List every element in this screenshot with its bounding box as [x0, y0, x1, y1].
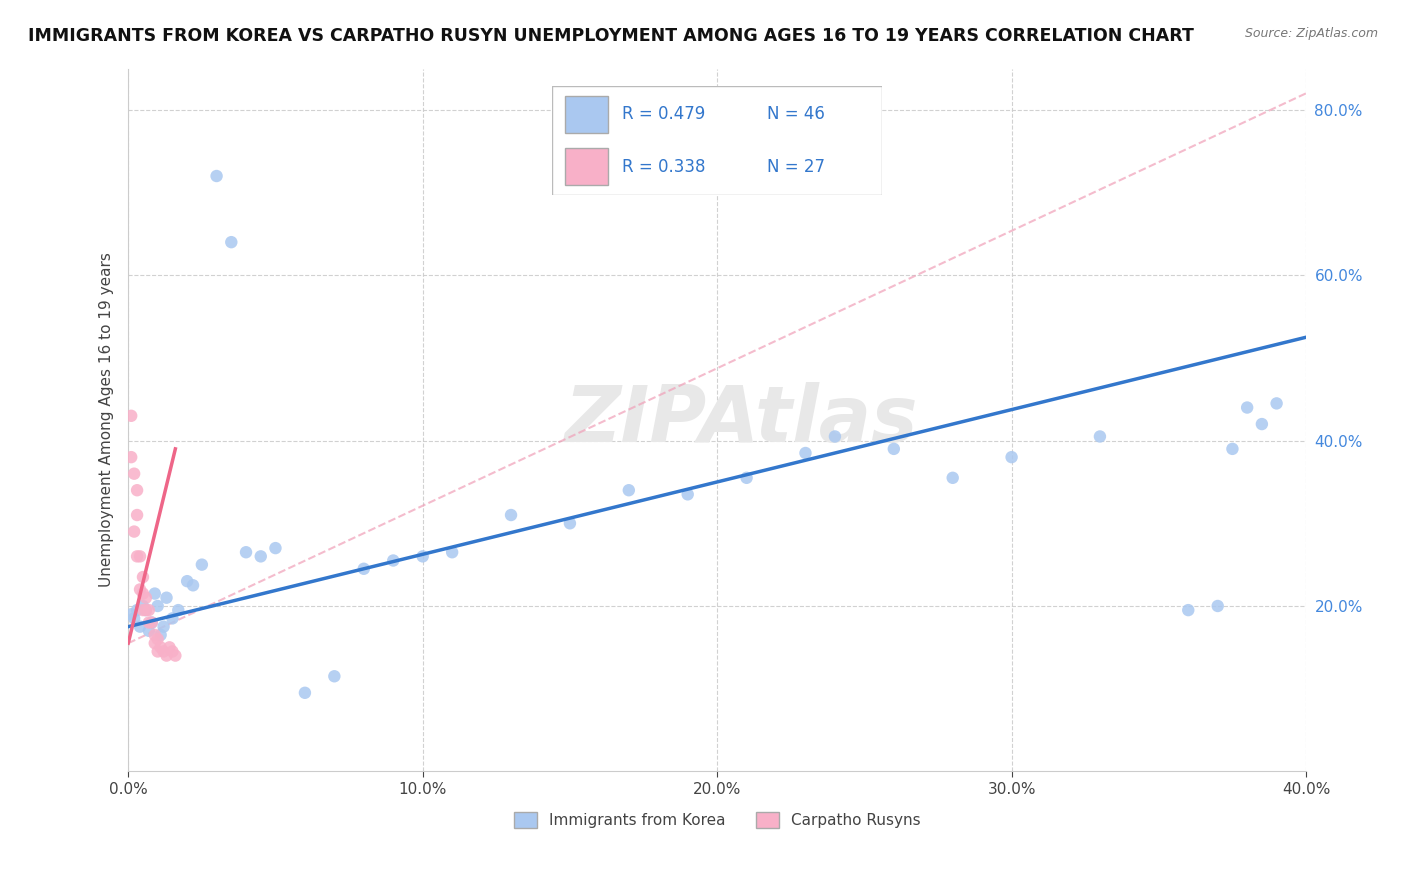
- Point: [125, 483, 148, 498]
- Point: [143, 636, 166, 650]
- Point: [125, 508, 148, 522]
- Point: [412, 549, 434, 564]
- Point: [129, 620, 152, 634]
- Point: [353, 562, 375, 576]
- Point: [176, 574, 198, 589]
- Point: [125, 549, 148, 564]
- Point: [129, 549, 152, 564]
- Point: [205, 169, 228, 183]
- Point: [1265, 396, 1288, 410]
- Point: [129, 582, 152, 597]
- Y-axis label: Unemployment Among Ages 16 to 19 years: Unemployment Among Ages 16 to 19 years: [100, 252, 114, 587]
- Point: [122, 611, 145, 625]
- Point: [1222, 442, 1244, 456]
- Point: [221, 235, 243, 249]
- Point: [1206, 599, 1229, 613]
- Point: [135, 603, 157, 617]
- Point: [132, 586, 155, 600]
- Point: [1177, 603, 1199, 617]
- Point: [159, 640, 181, 655]
- Point: [135, 591, 157, 605]
- Point: [143, 628, 166, 642]
- Point: [167, 603, 190, 617]
- Point: [122, 524, 145, 539]
- Point: [120, 409, 142, 423]
- Point: [120, 607, 142, 622]
- Point: [132, 599, 155, 613]
- Point: [146, 599, 169, 613]
- Point: [181, 578, 204, 592]
- Point: [382, 553, 405, 567]
- Point: [165, 648, 187, 663]
- Point: [235, 545, 257, 559]
- Point: [155, 648, 177, 663]
- Point: [132, 603, 155, 617]
- Point: [132, 570, 155, 584]
- Point: [146, 644, 169, 658]
- Text: Source: ZipAtlas.com: Source: ZipAtlas.com: [1244, 27, 1378, 40]
- Point: [146, 632, 169, 646]
- Point: [499, 508, 522, 522]
- Point: [155, 591, 177, 605]
- Point: [824, 429, 846, 443]
- Point: [125, 603, 148, 617]
- Point: [441, 545, 464, 559]
- Point: [264, 541, 287, 555]
- Point: [1088, 429, 1111, 443]
- Point: [141, 615, 163, 630]
- Point: [162, 644, 184, 658]
- Point: [323, 669, 346, 683]
- Point: [883, 442, 905, 456]
- Point: [735, 471, 758, 485]
- Point: [1250, 417, 1272, 431]
- Point: [138, 603, 160, 617]
- Point: [149, 640, 172, 655]
- Point: [249, 549, 271, 564]
- Point: [143, 586, 166, 600]
- Legend: Immigrants from Korea, Carpatho Rusyns: Immigrants from Korea, Carpatho Rusyns: [508, 805, 927, 834]
- Text: ZIPAtlas: ZIPAtlas: [564, 382, 918, 458]
- Point: [152, 620, 174, 634]
- Point: [294, 686, 316, 700]
- Point: [676, 487, 699, 501]
- Point: [138, 615, 160, 630]
- Point: [138, 624, 160, 638]
- Text: IMMIGRANTS FROM KOREA VS CARPATHO RUSYN UNEMPLOYMENT AMONG AGES 16 TO 19 YEARS C: IMMIGRANTS FROM KOREA VS CARPATHO RUSYN …: [28, 27, 1194, 45]
- Point: [558, 516, 581, 531]
- Point: [617, 483, 640, 498]
- Point: [135, 603, 157, 617]
- Point: [122, 467, 145, 481]
- Point: [152, 644, 174, 658]
- Point: [141, 615, 163, 630]
- Point: [1000, 450, 1022, 464]
- Point: [191, 558, 214, 572]
- Point: [120, 450, 142, 464]
- Point: [149, 628, 172, 642]
- Point: [942, 471, 965, 485]
- Point: [162, 611, 184, 625]
- Point: [794, 446, 817, 460]
- Point: [1236, 401, 1258, 415]
